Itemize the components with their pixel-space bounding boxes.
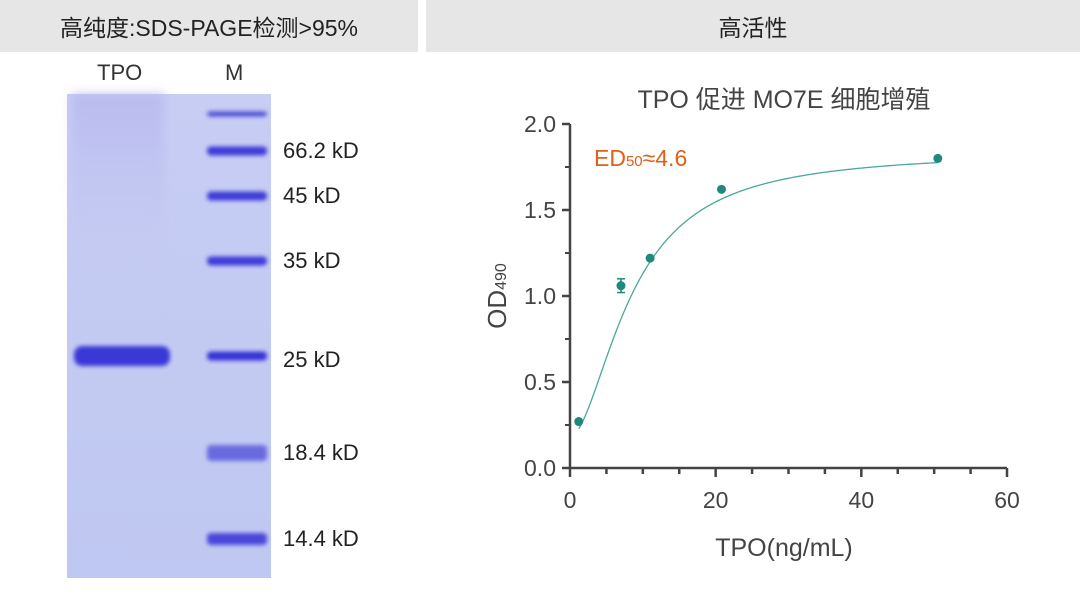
marker-band-6 <box>207 533 267 545</box>
activity-header: 高活性 <box>426 0 1080 52</box>
y-tick-label-1: 0.5 <box>524 369 556 395</box>
y-axis-label-main: OD <box>482 290 512 329</box>
tpo-lane-smear <box>72 94 164 314</box>
x-tick-label-3: 60 <box>994 487 1020 513</box>
x-tick-label-0: 0 <box>564 487 577 513</box>
y-tick-label-0: 0.0 <box>524 455 556 481</box>
y-tick-label-3: 1.5 <box>524 197 556 223</box>
marker-label-35kd: 35 kD <box>283 248 341 273</box>
ed50-annotation-value: ≈4.6 <box>643 145 688 171</box>
ed50-annotation: ED50≈4.6 <box>594 145 687 171</box>
fitted-curve <box>578 161 938 430</box>
marker-label-14kd: 14.4 kD <box>283 526 359 551</box>
data-point-4 <box>933 153 943 163</box>
purity-header: 高纯度:SDS-PAGE检测>95% <box>0 0 418 52</box>
sds-page-gel <box>67 94 271 578</box>
data-points <box>574 153 943 427</box>
marker-label-66kd: 66.2 kD <box>283 138 359 163</box>
y-axis-label: OD490 <box>482 263 512 329</box>
x-ticks: 0 20 40 60 <box>564 468 1020 513</box>
chart-title: TPO 促进 MO7E 细胞增殖 <box>637 86 930 114</box>
marker-band-5 <box>207 445 267 461</box>
y-tick-label-4: 2.0 <box>524 111 556 137</box>
data-point-3 <box>716 184 726 194</box>
marker-band-4 <box>207 351 267 361</box>
marker-bands <box>207 111 267 545</box>
marker-band-0 <box>207 111 267 117</box>
y-tick-label-2: 1.0 <box>524 283 556 309</box>
marker-band-2 <box>207 191 267 201</box>
y-axis-label-sub: 490 <box>493 263 510 290</box>
marker-label-45kd: 45 kD <box>283 183 341 208</box>
marker-band-3 <box>207 256 267 266</box>
ed50-annotation-main: ED <box>594 145 626 171</box>
x-axis-label: TPO(ng/mL) <box>715 534 853 562</box>
x-tick-label-2: 40 <box>849 487 875 513</box>
lane-label-marker: M <box>225 60 244 85</box>
ed50-annotation-sub: 50 <box>626 153 643 170</box>
y-ticks: 0.0 0.5 1.0 1.5 2.0 <box>524 111 570 481</box>
lane-label-tpo: TPO <box>97 60 143 85</box>
marker-band-1 <box>207 146 267 156</box>
tpo-band <box>74 346 170 366</box>
data-point-1 <box>616 281 626 291</box>
marker-label-25kd: 25 kD <box>283 347 341 372</box>
data-point-0 <box>574 417 584 427</box>
marker-label-18kd: 18.4 kD <box>283 440 359 465</box>
data-point-2 <box>645 253 655 263</box>
x-tick-label-1: 20 <box>703 487 729 513</box>
